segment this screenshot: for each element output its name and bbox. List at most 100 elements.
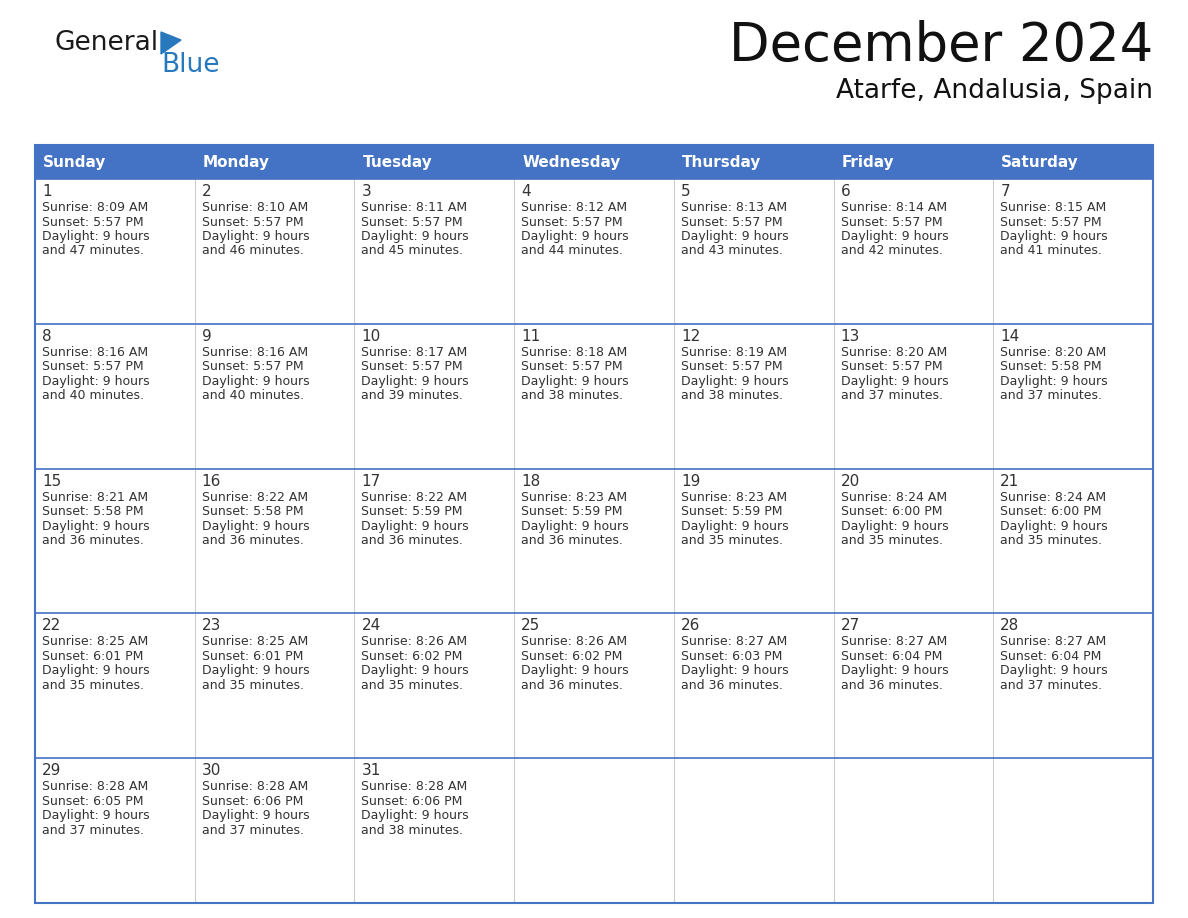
Text: 30: 30 bbox=[202, 763, 221, 778]
Text: 24: 24 bbox=[361, 619, 380, 633]
Text: and 35 minutes.: and 35 minutes. bbox=[202, 679, 304, 692]
Text: Daylight: 9 hours: Daylight: 9 hours bbox=[681, 520, 789, 532]
Text: Daylight: 9 hours: Daylight: 9 hours bbox=[42, 230, 150, 243]
Text: 5: 5 bbox=[681, 184, 690, 199]
Text: Blue: Blue bbox=[162, 52, 220, 78]
Text: 13: 13 bbox=[841, 329, 860, 344]
Text: Sunset: 6:04 PM: Sunset: 6:04 PM bbox=[841, 650, 942, 663]
Text: Daylight: 9 hours: Daylight: 9 hours bbox=[361, 230, 469, 243]
Text: 29: 29 bbox=[42, 763, 62, 778]
Text: Daylight: 9 hours: Daylight: 9 hours bbox=[522, 665, 628, 677]
Text: Daylight: 9 hours: Daylight: 9 hours bbox=[1000, 230, 1108, 243]
Polygon shape bbox=[162, 32, 181, 54]
Text: 3: 3 bbox=[361, 184, 371, 199]
Text: Sunset: 6:04 PM: Sunset: 6:04 PM bbox=[1000, 650, 1101, 663]
Text: Daylight: 9 hours: Daylight: 9 hours bbox=[42, 375, 150, 387]
Text: Daylight: 9 hours: Daylight: 9 hours bbox=[361, 809, 469, 823]
Text: and 41 minutes.: and 41 minutes. bbox=[1000, 244, 1102, 258]
Text: and 44 minutes.: and 44 minutes. bbox=[522, 244, 623, 258]
Bar bbox=[34, 145, 1154, 903]
Text: Daylight: 9 hours: Daylight: 9 hours bbox=[841, 665, 948, 677]
Bar bbox=[34, 613, 1154, 758]
Text: and 37 minutes.: and 37 minutes. bbox=[1000, 389, 1102, 402]
Text: Sunset: 5:57 PM: Sunset: 5:57 PM bbox=[42, 360, 144, 374]
Text: Sunrise: 8:14 AM: Sunrise: 8:14 AM bbox=[841, 201, 947, 214]
Text: Sunset: 5:57 PM: Sunset: 5:57 PM bbox=[681, 360, 783, 374]
Text: Daylight: 9 hours: Daylight: 9 hours bbox=[841, 375, 948, 387]
Text: 18: 18 bbox=[522, 474, 541, 488]
Text: 1: 1 bbox=[42, 184, 51, 199]
Text: Monday: Monday bbox=[203, 154, 270, 170]
Text: Sunset: 5:59 PM: Sunset: 5:59 PM bbox=[681, 505, 783, 518]
Text: Sunset: 5:57 PM: Sunset: 5:57 PM bbox=[361, 216, 463, 229]
Text: Sunset: 6:00 PM: Sunset: 6:00 PM bbox=[1000, 505, 1101, 518]
Text: 23: 23 bbox=[202, 619, 221, 633]
Text: 21: 21 bbox=[1000, 474, 1019, 488]
Text: Sunset: 5:57 PM: Sunset: 5:57 PM bbox=[522, 360, 623, 374]
Text: Sunrise: 8:17 AM: Sunrise: 8:17 AM bbox=[361, 346, 468, 359]
Text: 17: 17 bbox=[361, 474, 380, 488]
Text: Daylight: 9 hours: Daylight: 9 hours bbox=[1000, 520, 1108, 532]
Text: Daylight: 9 hours: Daylight: 9 hours bbox=[522, 230, 628, 243]
Text: Sunset: 5:59 PM: Sunset: 5:59 PM bbox=[361, 505, 463, 518]
Text: Wednesday: Wednesday bbox=[523, 154, 620, 170]
Text: 15: 15 bbox=[42, 474, 62, 488]
Text: and 38 minutes.: and 38 minutes. bbox=[361, 823, 463, 836]
Text: 16: 16 bbox=[202, 474, 221, 488]
Text: Sunday: Sunday bbox=[43, 154, 107, 170]
Text: 25: 25 bbox=[522, 619, 541, 633]
Text: 6: 6 bbox=[841, 184, 851, 199]
Text: Sunrise: 8:24 AM: Sunrise: 8:24 AM bbox=[841, 490, 947, 504]
Text: Sunset: 5:58 PM: Sunset: 5:58 PM bbox=[1000, 360, 1102, 374]
Text: Daylight: 9 hours: Daylight: 9 hours bbox=[841, 230, 948, 243]
Text: Sunrise: 8:12 AM: Sunrise: 8:12 AM bbox=[522, 201, 627, 214]
Text: Sunset: 6:01 PM: Sunset: 6:01 PM bbox=[202, 650, 303, 663]
Text: 9: 9 bbox=[202, 329, 211, 344]
Text: and 35 minutes.: and 35 minutes. bbox=[841, 534, 942, 547]
Text: and 35 minutes.: and 35 minutes. bbox=[681, 534, 783, 547]
Bar bbox=[34, 468, 1154, 613]
Text: Daylight: 9 hours: Daylight: 9 hours bbox=[202, 520, 309, 532]
Text: Sunset: 5:57 PM: Sunset: 5:57 PM bbox=[42, 216, 144, 229]
Text: Sunrise: 8:20 AM: Sunrise: 8:20 AM bbox=[1000, 346, 1106, 359]
Text: Sunrise: 8:26 AM: Sunrise: 8:26 AM bbox=[522, 635, 627, 648]
Text: Sunset: 5:57 PM: Sunset: 5:57 PM bbox=[841, 360, 942, 374]
Text: and 43 minutes.: and 43 minutes. bbox=[681, 244, 783, 258]
Text: Daylight: 9 hours: Daylight: 9 hours bbox=[1000, 375, 1108, 387]
Text: Sunrise: 8:16 AM: Sunrise: 8:16 AM bbox=[202, 346, 308, 359]
Text: and 35 minutes.: and 35 minutes. bbox=[361, 679, 463, 692]
Text: 8: 8 bbox=[42, 329, 51, 344]
Text: Daylight: 9 hours: Daylight: 9 hours bbox=[202, 375, 309, 387]
Text: Daylight: 9 hours: Daylight: 9 hours bbox=[361, 665, 469, 677]
Text: Sunrise: 8:28 AM: Sunrise: 8:28 AM bbox=[42, 780, 148, 793]
Text: and 36 minutes.: and 36 minutes. bbox=[42, 534, 144, 547]
Text: and 47 minutes.: and 47 minutes. bbox=[42, 244, 144, 258]
Text: 7: 7 bbox=[1000, 184, 1010, 199]
Text: and 37 minutes.: and 37 minutes. bbox=[1000, 679, 1102, 692]
Text: Thursday: Thursday bbox=[682, 154, 762, 170]
Text: Sunrise: 8:27 AM: Sunrise: 8:27 AM bbox=[841, 635, 947, 648]
Text: and 40 minutes.: and 40 minutes. bbox=[42, 389, 144, 402]
Text: 4: 4 bbox=[522, 184, 531, 199]
Bar bbox=[34, 179, 1154, 324]
Text: and 42 minutes.: and 42 minutes. bbox=[841, 244, 942, 258]
Text: Sunrise: 8:10 AM: Sunrise: 8:10 AM bbox=[202, 201, 308, 214]
Text: Sunset: 5:59 PM: Sunset: 5:59 PM bbox=[522, 505, 623, 518]
Text: Sunrise: 8:20 AM: Sunrise: 8:20 AM bbox=[841, 346, 947, 359]
Text: 19: 19 bbox=[681, 474, 700, 488]
Text: and 35 minutes.: and 35 minutes. bbox=[42, 679, 144, 692]
Text: 14: 14 bbox=[1000, 329, 1019, 344]
Text: Sunrise: 8:09 AM: Sunrise: 8:09 AM bbox=[42, 201, 148, 214]
Text: Sunrise: 8:22 AM: Sunrise: 8:22 AM bbox=[361, 490, 468, 504]
Text: Sunset: 5:58 PM: Sunset: 5:58 PM bbox=[42, 505, 144, 518]
Text: and 37 minutes.: and 37 minutes. bbox=[841, 389, 942, 402]
Text: Daylight: 9 hours: Daylight: 9 hours bbox=[1000, 665, 1108, 677]
Text: and 37 minutes.: and 37 minutes. bbox=[202, 823, 304, 836]
Text: Sunrise: 8:26 AM: Sunrise: 8:26 AM bbox=[361, 635, 468, 648]
Text: Sunset: 5:57 PM: Sunset: 5:57 PM bbox=[681, 216, 783, 229]
Text: and 45 minutes.: and 45 minutes. bbox=[361, 244, 463, 258]
Text: Daylight: 9 hours: Daylight: 9 hours bbox=[681, 230, 789, 243]
Text: Daylight: 9 hours: Daylight: 9 hours bbox=[42, 809, 150, 823]
Text: Sunrise: 8:28 AM: Sunrise: 8:28 AM bbox=[202, 780, 308, 793]
Text: Daylight: 9 hours: Daylight: 9 hours bbox=[361, 375, 469, 387]
